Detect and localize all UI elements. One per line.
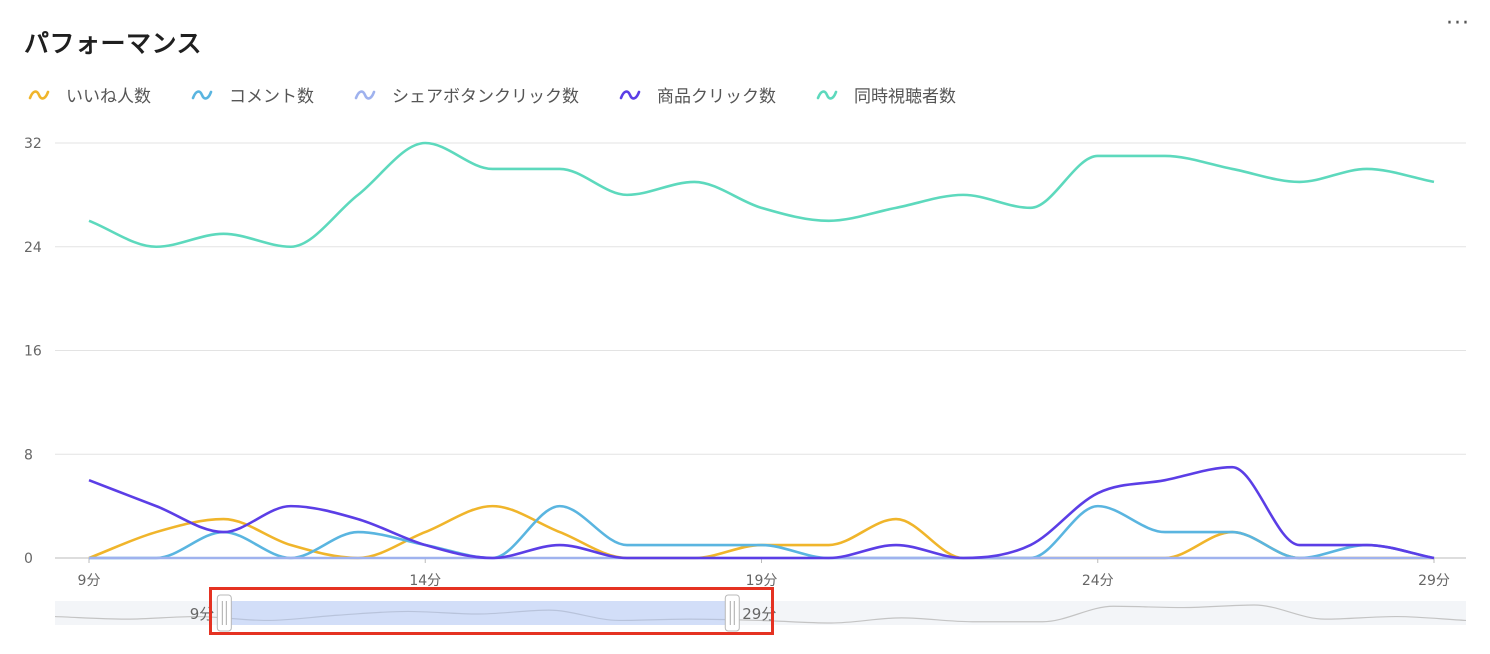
page-title: パフォーマンス [24,29,203,58]
series-line[interactable] [88,141,1435,249]
legend-wave-icon [619,89,641,100]
x-tick-label: 24分 [1082,573,1114,589]
data-zoom-handle[interactable] [724,594,740,632]
series-line[interactable] [88,465,1435,560]
legend-label: 同時視聴者数 [854,87,956,107]
y-tick-label: 0 [24,551,33,567]
data-zoom-end-label: 29分 [742,605,776,623]
y-tick-label: 16 [24,344,42,360]
series-line[interactable] [89,504,1435,560]
legend-item[interactable]: いいね人数 [28,82,151,107]
chart-legend: いいね人数 コメント数 シェアボタンクリック数 商品クリック数 同時視聴者数 [28,82,996,107]
legend-label: コメント数 [229,87,314,107]
x-tick-label: 14分 [409,573,441,589]
legend-wave-icon [816,89,838,100]
data-zoom-handle[interactable] [216,594,232,632]
legend-wave-icon [28,89,50,100]
legend-item[interactable]: シェアボタンクリック数 [354,82,579,107]
legend-wave-icon [354,89,376,100]
more-options-icon[interactable]: ··· [1446,11,1470,36]
y-tick-label: 8 [24,447,33,463]
legend-label: シェアボタンクリック数 [392,87,579,107]
y-tick-label: 32 [24,136,42,152]
data-zoom-window[interactable] [224,601,733,625]
legend-item[interactable]: 同時視聴者数 [816,82,956,107]
y-tick-label: 24 [24,240,42,256]
data-zoom-start-label: 9分 [190,605,215,623]
legend-label: いいね人数 [66,87,151,107]
x-tick-label: 9分 [78,573,101,589]
legend-item[interactable]: 商品クリック数 [619,82,776,107]
data-zoom-preview-line [54,604,1467,624]
x-tick-label: 19分 [746,573,778,589]
x-tick-label: 29分 [1418,573,1450,589]
legend-label: 商品クリック数 [657,87,776,107]
legend-wave-icon [191,89,213,100]
legend-item[interactable]: コメント数 [191,82,314,107]
